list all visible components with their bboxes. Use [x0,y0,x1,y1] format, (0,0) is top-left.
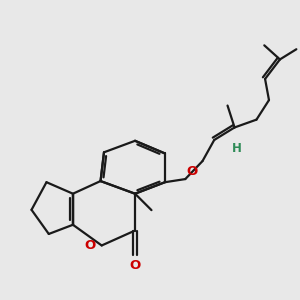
Text: O: O [129,260,141,272]
Text: H: H [231,142,241,155]
Text: O: O [187,164,198,178]
Text: O: O [85,239,96,252]
